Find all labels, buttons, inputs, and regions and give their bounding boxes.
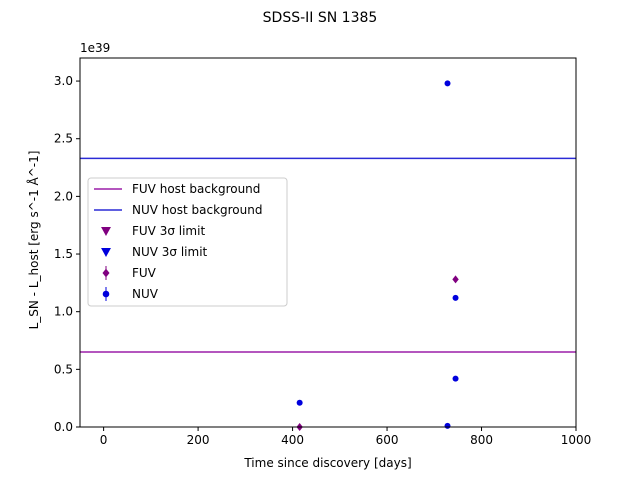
y-tick-label: 0.0 bbox=[54, 420, 73, 434]
x-tick-label: 600 bbox=[376, 433, 399, 447]
legend-swatch-nuv bbox=[102, 290, 110, 298]
legend-swatch-fuv-3-limit bbox=[101, 227, 111, 236]
legend: FUV host background NUV host background FU… bbox=[87, 177, 288, 307]
x-axis-ticks: 0 200 400 600 800 1000 bbox=[100, 427, 591, 447]
legend-box bbox=[87, 177, 288, 307]
y-tick-label: 1.5 bbox=[54, 247, 73, 261]
data-point-nuv bbox=[296, 399, 303, 406]
y-offset-label: 1e39 bbox=[80, 41, 110, 55]
x-tick-label: 800 bbox=[470, 433, 493, 447]
y-tick-label: 1.0 bbox=[54, 305, 73, 319]
y-tick-label: 2.5 bbox=[54, 132, 73, 146]
y-tick-label: 2.0 bbox=[54, 189, 73, 203]
data-point-fuv bbox=[452, 275, 459, 284]
legend-label-fuv: FUV bbox=[132, 266, 157, 280]
x-tick-label: 200 bbox=[187, 433, 210, 447]
legend-swatch-nuv-3-limit bbox=[101, 248, 111, 257]
x-tick-label: 1000 bbox=[561, 433, 592, 447]
data-point-nuv bbox=[444, 422, 451, 429]
x-axis-label: Time since discovery [days] bbox=[243, 456, 411, 470]
x-tick-label: 0 bbox=[100, 433, 108, 447]
legend-label-fuv-host-background: FUV host background bbox=[132, 182, 260, 196]
legend-label-nuv-host-background: NUV host background bbox=[132, 203, 262, 217]
data-point-nuv bbox=[452, 294, 459, 301]
legend-swatch-fuv bbox=[102, 268, 110, 278]
legend-label-fuv-3-limit: FUV 3σ limit bbox=[132, 224, 205, 238]
chart-title: SDSS-II SN 1385 bbox=[263, 10, 378, 26]
y-tick-label: 0.5 bbox=[54, 362, 73, 376]
legend-label-nuv: NUV bbox=[132, 287, 159, 301]
x-tick-label: 400 bbox=[281, 433, 304, 447]
data-point-nuv bbox=[444, 80, 451, 87]
legend-label-nuv-3-limit: NUV 3σ limit bbox=[132, 245, 208, 259]
data-point-nuv bbox=[452, 375, 459, 382]
plot-frame bbox=[79, 57, 577, 428]
y-axis-ticks: 0.0 0.5 1.0 1.5 2.0 2.5 3.0 bbox=[54, 74, 80, 434]
y-axis-label: L_SN - L_host [erg s^-1 Å^-1] bbox=[26, 151, 41, 330]
y-tick-label: 3.0 bbox=[54, 74, 73, 88]
plot-area bbox=[79, 57, 577, 431]
